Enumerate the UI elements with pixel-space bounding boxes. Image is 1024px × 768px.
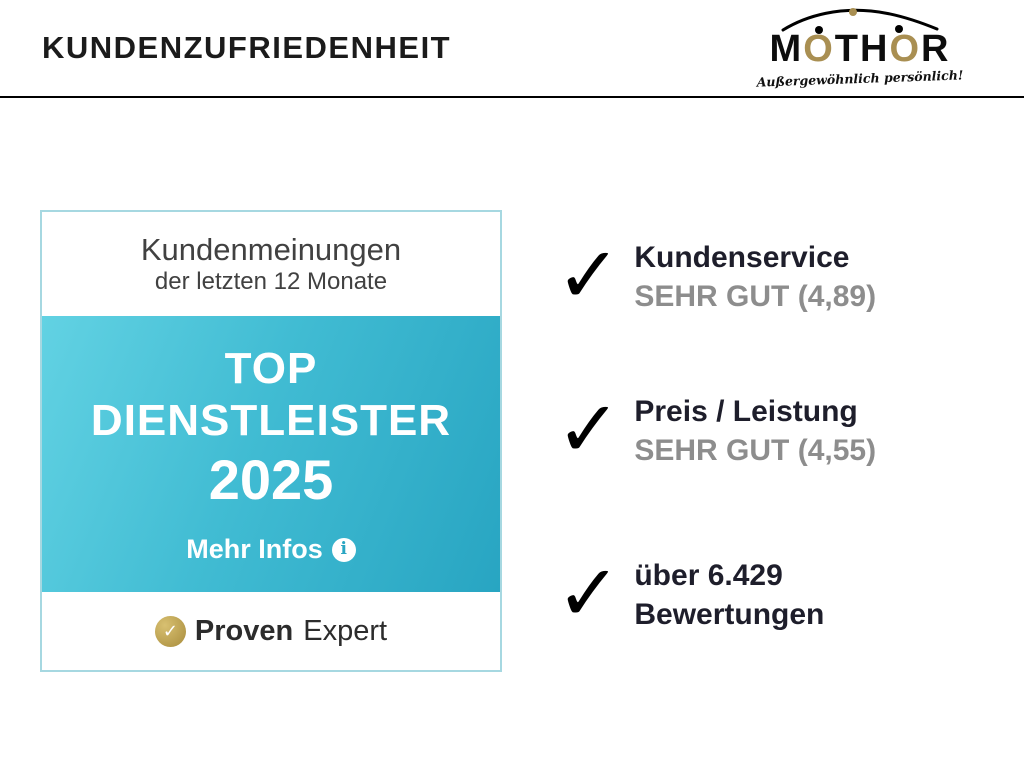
logo-wordmark: MOTHOR (744, 30, 976, 68)
rating-item-preis-leistung: ✓ Preis / Leistung SEHR GUT (4,55) (556, 385, 876, 473)
mehr-infos-label: Mehr Infos (186, 534, 323, 565)
logo-letter: T (834, 28, 860, 70)
award-year: 2025 (208, 447, 334, 511)
badge-award-panel: TOP DIENSTLEISTER 2025 Mehr Infos i (42, 316, 500, 592)
brand-check-icon: ✓ (154, 615, 186, 647)
badge-title: Kundenmeinungen (140, 232, 402, 267)
car-icon (781, 8, 939, 34)
logo-letter: H (859, 28, 890, 70)
badge-subtitle: der letzten 12 Monate (154, 268, 388, 296)
award-line-dienstleister: DIENSTLEISTER (90, 395, 452, 445)
info-icon: i (331, 537, 356, 562)
brand-name-regular: Expert (303, 614, 388, 647)
rating-item-bewertungen: ✓ über 6.429 Bewertungen (556, 549, 824, 637)
brand-name-bold: Proven (194, 614, 294, 647)
logo-letter: M (769, 28, 804, 70)
provenexpert-badge: Kundenmeinungen der letzten 12 Monate TO… (40, 210, 502, 672)
logo-letter: O (889, 28, 921, 70)
checkmark-icon: ✓ (556, 231, 622, 319)
checkmark-icon: ✓ (556, 549, 622, 637)
mothor-logo: MOTHOR Außergewöhnlich persönlich! (744, 6, 976, 90)
rating-text: Preis / Leistung SEHR GUT (4,55) (634, 392, 876, 470)
checkmark-icon: ✓ (556, 385, 622, 473)
rating-value: SEHR GUT (4,55) (634, 434, 877, 467)
page-title: KUNDENZUFRIEDENHEIT (42, 30, 452, 65)
rating-label: Preis / Leistung (634, 395, 858, 428)
rating-label: über 6.429 (634, 559, 783, 592)
rating-text: Kundenservice SEHR GUT (4,89) (634, 238, 876, 316)
rating-label: Kundenservice (634, 241, 850, 274)
mehr-infos-link[interactable]: Mehr Infos i (186, 534, 356, 565)
badge-header: Kundenmeinungen der letzten 12 Monate (42, 212, 500, 316)
logo-letter: O (803, 28, 835, 70)
header-divider (0, 96, 1024, 98)
logo-letter: R (921, 28, 951, 70)
award-line-top: TOP (224, 343, 318, 393)
provenexpert-brand: ✓ Proven Expert (42, 592, 500, 670)
rating-label-line2: Bewertungen (634, 598, 825, 631)
rating-item-kundenservice: ✓ Kundenservice SEHR GUT (4,89) (556, 231, 876, 319)
rating-value: SEHR GUT (4,89) (634, 280, 877, 313)
logo-tagline: Außergewöhnlich persönlich! (756, 67, 964, 90)
rating-text: über 6.429 Bewertungen (634, 556, 824, 634)
